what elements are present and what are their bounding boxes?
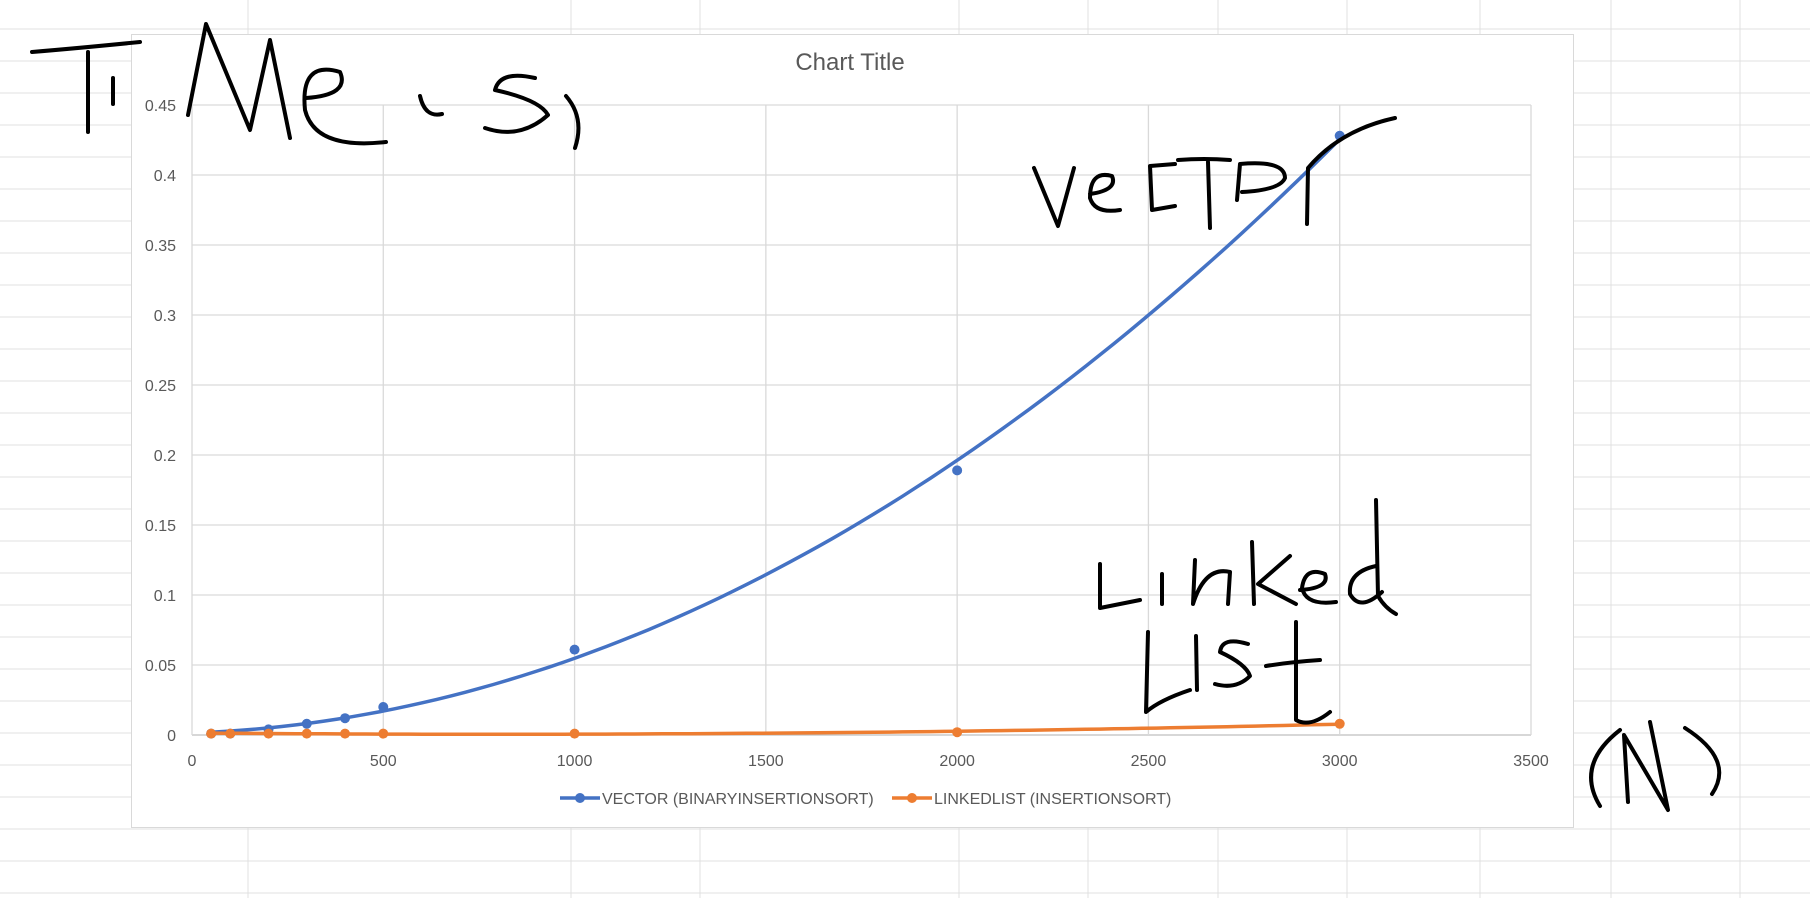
chart-title[interactable]: Chart Title xyxy=(795,49,904,76)
y-tick-label: 0.35 xyxy=(145,238,176,255)
trendline-1[interactable] xyxy=(211,137,1341,734)
data-point[interactable] xyxy=(952,727,963,738)
data-point[interactable] xyxy=(225,728,236,739)
data-point[interactable] xyxy=(952,465,963,476)
legend-swatch-marker xyxy=(575,793,585,803)
handwritten-time-label xyxy=(30,22,581,150)
y-tick-label: 0 xyxy=(167,728,176,745)
series-1[interactable] xyxy=(206,130,1345,739)
y-tick-label: 0.05 xyxy=(145,658,176,675)
y-tick-label: 0.25 xyxy=(145,378,176,395)
y-tick-label: 0.45 xyxy=(145,98,176,115)
x-tick-label: 2000 xyxy=(939,753,975,770)
y-tick-label: 0.2 xyxy=(154,448,176,465)
y-tick-label: 0.1 xyxy=(154,588,176,605)
series-2[interactable] xyxy=(206,718,1345,739)
y-tick-label: 0.3 xyxy=(154,308,176,325)
data-point[interactable] xyxy=(1334,718,1345,729)
legend-swatch-marker xyxy=(907,793,917,803)
gridlines xyxy=(191,104,1532,736)
x-tick-label: 1000 xyxy=(557,753,593,770)
data-point[interactable] xyxy=(569,728,580,739)
legend-label: LINKEDLIST (INSERTIONSORT) xyxy=(934,791,1171,808)
x-axis-tick-labels: 0 500 1000 1500 2000 2500 3000 3500 xyxy=(188,753,1549,770)
x-tick-label: 2500 xyxy=(1131,753,1167,770)
x-tick-label: 3500 xyxy=(1513,753,1549,770)
handwritten-linked-list-label xyxy=(1098,498,1398,725)
y-axis-tick-labels: 0 0.05 0.1 0.15 0.2 0.25 0.3 0.35 0.4 0.45 xyxy=(145,98,176,745)
x-tick-label: 1500 xyxy=(748,753,784,770)
handwritten-vector-label xyxy=(1032,116,1397,230)
data-point[interactable] xyxy=(301,718,312,729)
x-tick-label: 0 xyxy=(188,753,197,770)
data-point[interactable] xyxy=(340,713,351,724)
x-tick-label: 500 xyxy=(370,753,397,770)
data-point[interactable] xyxy=(263,728,274,739)
data-point[interactable] xyxy=(340,728,351,739)
legend-item-2[interactable]: LINKEDLIST (INSERTIONSORT) xyxy=(892,791,1171,808)
data-point[interactable] xyxy=(378,702,389,712)
trendline-2[interactable] xyxy=(211,722,1340,736)
y-tick-label: 0.15 xyxy=(145,518,176,535)
legend-label: VECTOR (BINARYINSERTIONSORT) xyxy=(602,791,874,808)
legend-item-1[interactable]: VECTOR (BINARYINSERTIONSORT) xyxy=(560,791,874,808)
y-tick-label: 0.4 xyxy=(154,168,176,185)
data-point[interactable] xyxy=(301,728,312,739)
legend[interactable]: VECTOR (BINARYINSERTIONSORT) LINKEDLIST (… xyxy=(560,791,1171,808)
data-point[interactable] xyxy=(206,728,217,739)
series-layer xyxy=(206,130,1345,739)
data-point[interactable] xyxy=(569,644,580,655)
data-point[interactable] xyxy=(378,728,389,739)
handwritten-n-label xyxy=(1589,720,1722,812)
chart-area[interactable] xyxy=(131,34,1574,828)
x-tick-label: 3000 xyxy=(1322,753,1358,770)
